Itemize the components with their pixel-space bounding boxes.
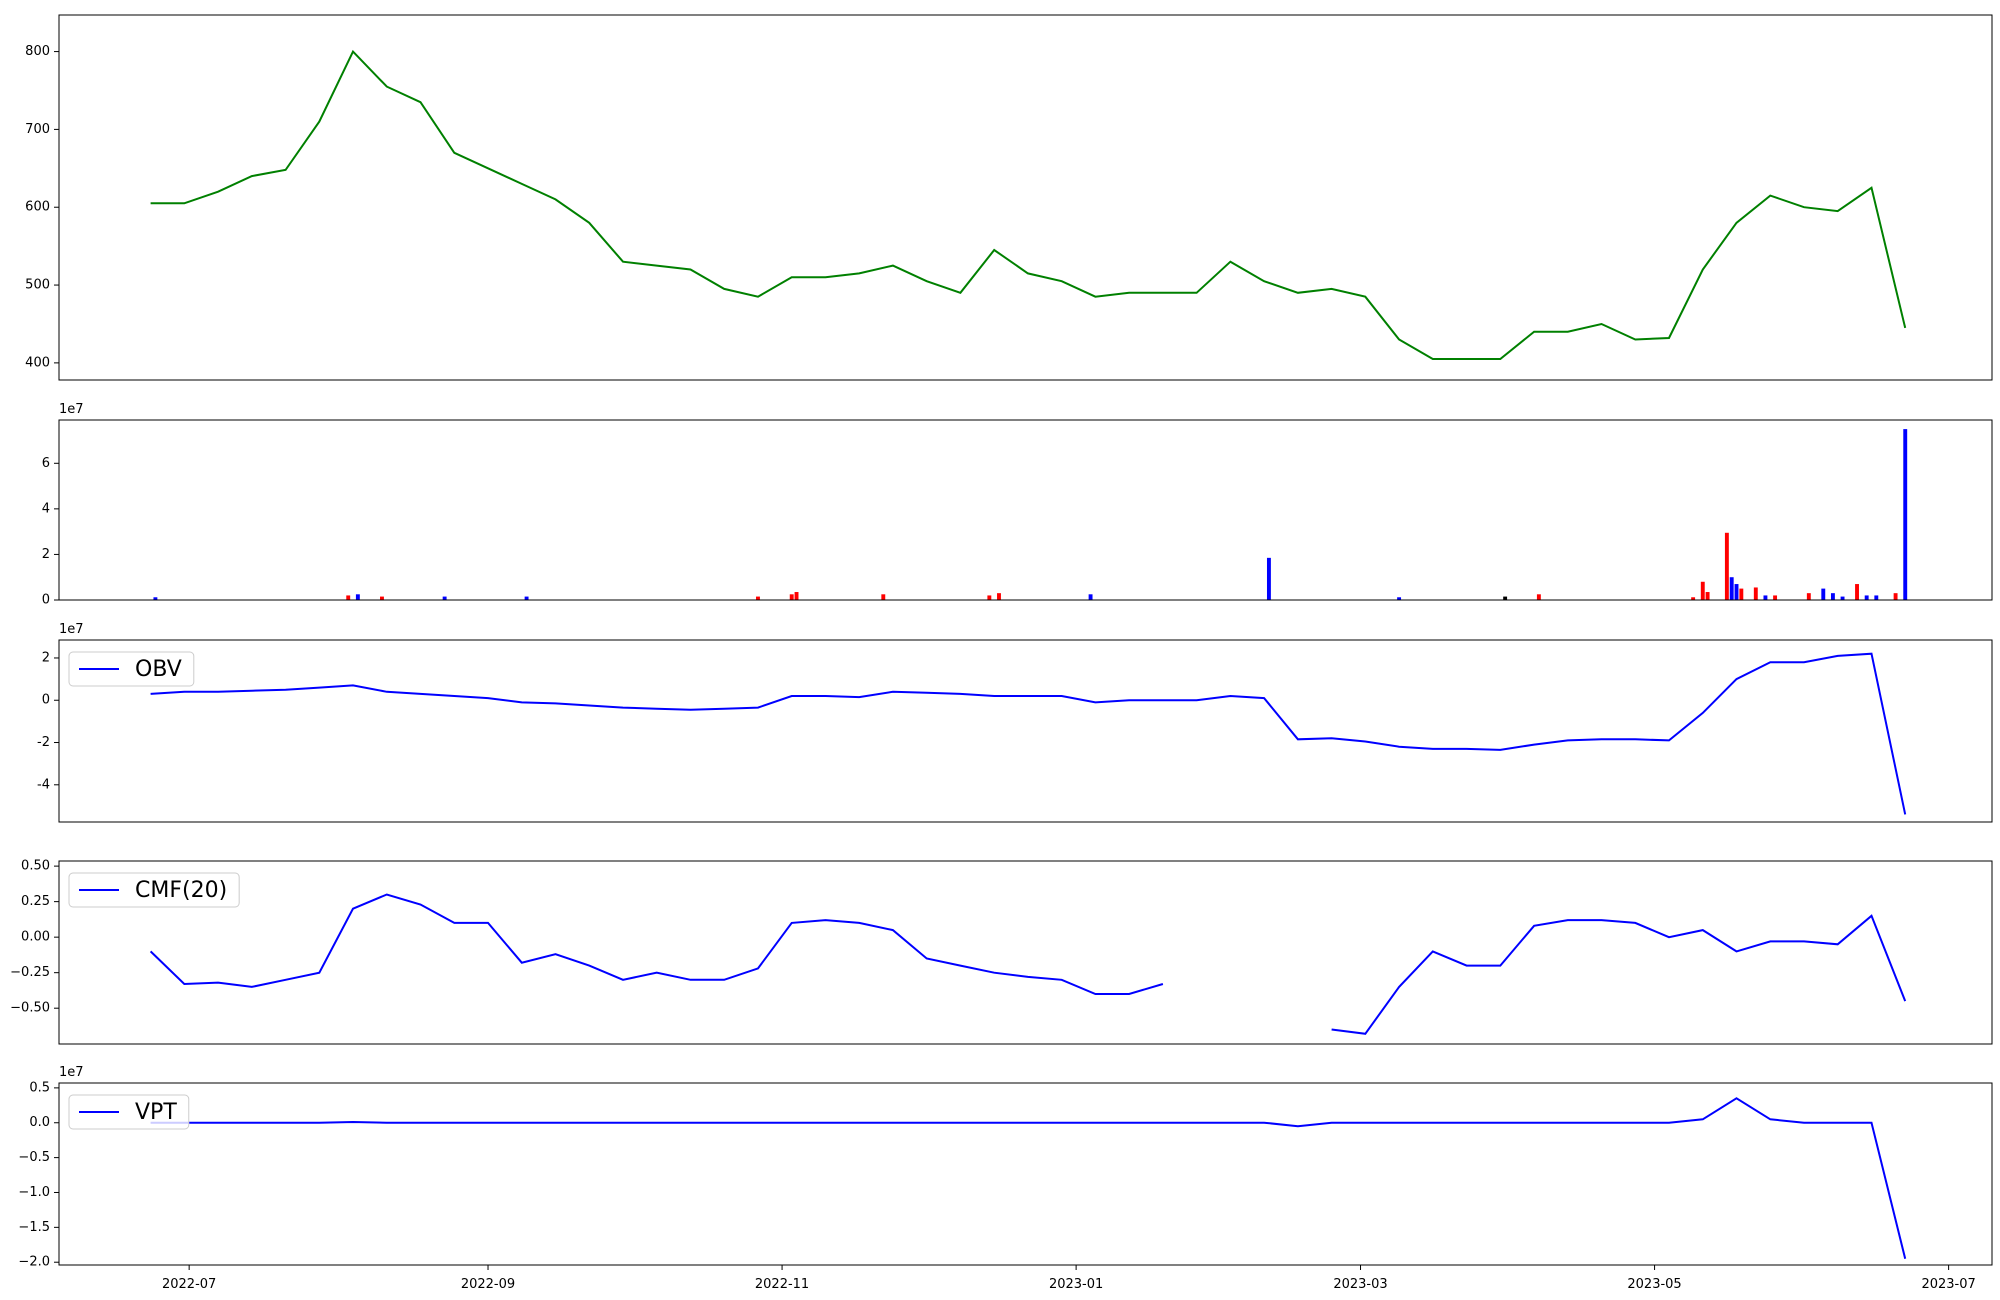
x-tick-label: 2022-11 [755,1277,809,1292]
bar [987,595,992,600]
bar [1724,532,1729,600]
axes-frame [58,639,1993,823]
legend-label: OBV [135,657,182,682]
axes-frame [58,860,1993,1045]
bar [1266,557,1271,600]
y-tick-label: −2.0 [18,1255,50,1270]
y-tick-label: −0.25 [10,965,50,980]
bar [380,596,384,600]
y-tick-label: 0 [42,593,50,608]
bar [1739,588,1744,600]
y-tick-label: -4 [37,777,50,792]
x-tick-label: 2023-01 [1049,1277,1103,1292]
y-tick-label: 0.0 [29,1115,50,1130]
offset-label: 1e7 [59,402,84,417]
bar [881,594,886,600]
legend-box [68,872,240,908]
y-tick-label: −0.5 [18,1150,50,1165]
y-tick-label: 0.00 [21,930,50,945]
y-tick-label: 2 [42,650,50,665]
series-line [150,49,1907,360]
y-tick-label: -2 [37,735,50,750]
y-tick-label: 400 [25,355,50,370]
y-tick-label: 800 [25,44,50,59]
bar [153,597,158,600]
y-tick-label: −1.0 [18,1185,50,1200]
bar [1893,593,1898,600]
y-tick-label: −1.5 [18,1220,50,1235]
bar [1806,593,1811,600]
series-line [150,652,1907,815]
y-tick-label: −0.50 [10,1001,50,1016]
axes-frame [58,1082,1993,1266]
bar [1763,595,1768,600]
y-tick-label: 6 [42,456,50,471]
bar [1536,594,1541,600]
y-tick-label: 0 [42,693,50,708]
bar [524,596,529,600]
legend-box [68,651,195,687]
bar [346,595,351,600]
bar [1753,587,1758,600]
axes-frame [58,14,1993,381]
y-tick-label: 0.5 [29,1080,50,1095]
bar [355,594,360,600]
y-tick-label: 500 [25,278,50,293]
y-tick-label: 0.50 [21,859,50,874]
bar [789,594,794,600]
bar [1734,584,1739,600]
y-tick-label: 0.25 [21,894,50,909]
x-tick-label: 2023-03 [1333,1277,1387,1292]
offset-label: 1e7 [59,1065,84,1080]
bar [442,596,447,600]
y-tick-label: 600 [25,200,50,215]
x-tick-label: 2023-07 [1921,1277,1975,1292]
legend-label: VPT [135,1100,177,1125]
bar [1874,595,1879,600]
x-tick-label: 2022-07 [162,1277,216,1292]
bar [756,596,760,600]
bar [1821,588,1826,600]
bar [1773,595,1778,600]
bar [1840,596,1845,600]
bar [1729,577,1734,600]
x-tick-label: 2022-09 [461,1277,515,1292]
legend-label: CMF(20) [135,878,227,903]
y-tick-label: 4 [42,501,50,516]
bar [1864,595,1869,600]
bar [1830,593,1835,600]
y-tick-label: 2 [42,547,50,562]
x-tick-label: 2023-05 [1627,1277,1681,1292]
bar [1855,584,1859,600]
legend-box [68,1094,190,1130]
bar [997,593,1001,600]
bar [1700,581,1705,600]
axes-frame [58,419,1993,601]
bar [794,592,799,600]
offset-label: 1e7 [59,622,84,637]
y-tick-label: 700 [25,122,50,137]
bar [1397,597,1402,600]
series-line [149,893,1907,1035]
bar [1088,594,1093,600]
bar [1691,597,1696,600]
bar [1503,596,1508,600]
bar [1903,429,1908,600]
bar [1705,592,1710,600]
series-line [150,1097,1907,1259]
